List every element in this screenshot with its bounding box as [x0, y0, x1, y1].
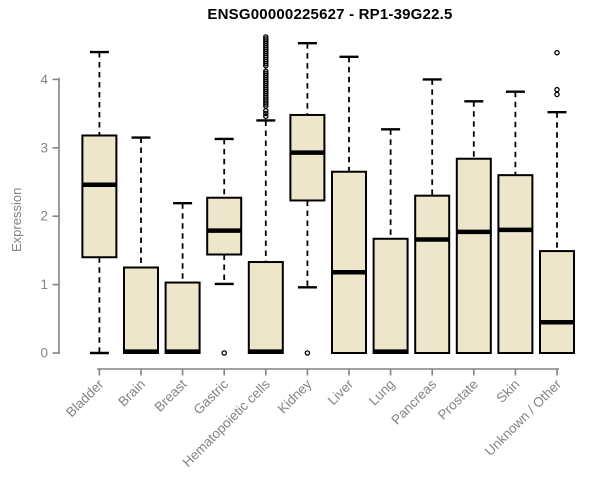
outlier-point — [263, 34, 269, 40]
box-group — [247, 34, 284, 355]
x-tick-label: Pancreas — [388, 376, 439, 427]
outlier-point — [263, 68, 269, 74]
x-tick-label: Liver — [325, 376, 357, 408]
box-group — [164, 202, 201, 355]
box-iqr — [164, 281, 201, 355]
outlier-point — [263, 110, 269, 117]
box-iqr — [539, 250, 575, 354]
box-iqr — [247, 261, 284, 355]
outlier-point — [554, 86, 560, 93]
outlier-point — [263, 70, 269, 76]
y-tick-label: 0 — [40, 346, 48, 361]
x-tick-label: Brain — [115, 377, 148, 410]
box-iqr — [414, 194, 451, 354]
box-group — [123, 136, 159, 354]
outlier-point — [221, 350, 227, 356]
x-tick-label: Prostate — [435, 377, 481, 423]
x-tick-label: Bladder — [63, 376, 107, 420]
outlier-point — [304, 350, 311, 356]
y-axis: 0 1 2 3 4 — [40, 72, 60, 361]
chart-title: ENSG00000225627 - RP1-39G22.5 — [207, 6, 453, 23]
box-group — [455, 100, 492, 354]
box-group — [81, 50, 118, 355]
y-tick-label: 3 — [40, 140, 48, 155]
box-iqr — [497, 174, 534, 354]
y-tick-label: 1 — [40, 277, 48, 292]
y-tick-label: 2 — [40, 209, 48, 224]
box-iqr — [81, 134, 118, 259]
box-iqr — [289, 113, 326, 202]
box-group — [331, 55, 367, 354]
box-group — [539, 49, 575, 354]
outlier-point — [263, 36, 269, 42]
y-tick-label: 4 — [40, 72, 48, 87]
box-iqr — [331, 170, 367, 354]
box-group — [289, 41, 326, 356]
x-tick-label: Unknown / Other — [482, 376, 565, 459]
box-iqr — [455, 157, 492, 354]
box-group — [206, 137, 243, 356]
box-iqr — [372, 237, 409, 354]
outlier-point — [554, 49, 560, 56]
outlier-point — [554, 91, 560, 98]
box-group — [372, 128, 409, 354]
x-tick-label: Skin — [493, 377, 522, 406]
box-iqr — [123, 266, 159, 354]
x-tick-label: Breast — [152, 376, 190, 414]
box-group — [414, 78, 451, 354]
x-tick-label: Kidney — [275, 376, 315, 416]
box-iqr — [206, 196, 243, 256]
x-tick-label: Lung — [366, 377, 398, 409]
outlier-point — [263, 113, 269, 120]
x-tick-label: Gastric — [190, 376, 231, 417]
box-group — [497, 90, 534, 354]
